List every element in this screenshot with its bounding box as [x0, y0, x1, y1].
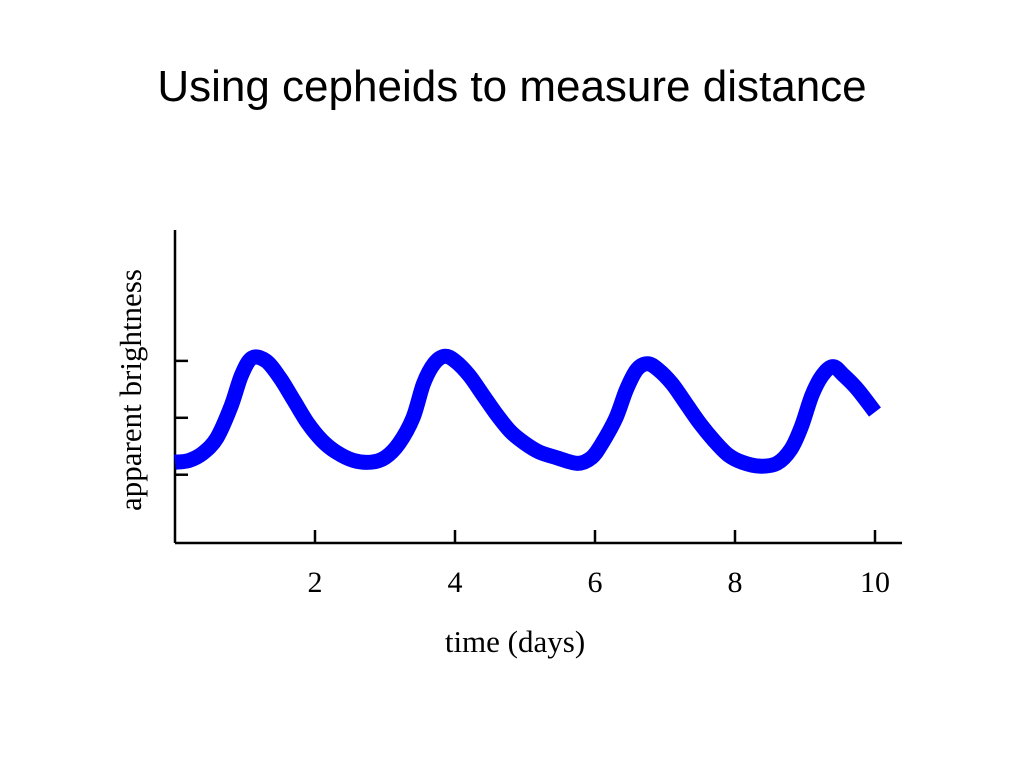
x-tick-label: 10 [860, 566, 890, 599]
slide-title: Using cepheids to measure distance [157, 62, 867, 111]
chart-axes [173, 230, 902, 545]
brightness-curve [174, 348, 881, 474]
x-tick-label: 2 [308, 566, 323, 599]
x-tick-label: 4 [448, 566, 463, 599]
y-ticks [175, 359, 188, 476]
y-axis-label: apparent brightness [113, 269, 148, 511]
x-tick-label: 6 [588, 566, 603, 599]
x-axis-label: time (days) [445, 624, 585, 659]
series-layer [174, 348, 881, 474]
x-ticks: 2 4 6 8 10 [308, 530, 890, 599]
x-tick-label: 8 [728, 566, 743, 599]
